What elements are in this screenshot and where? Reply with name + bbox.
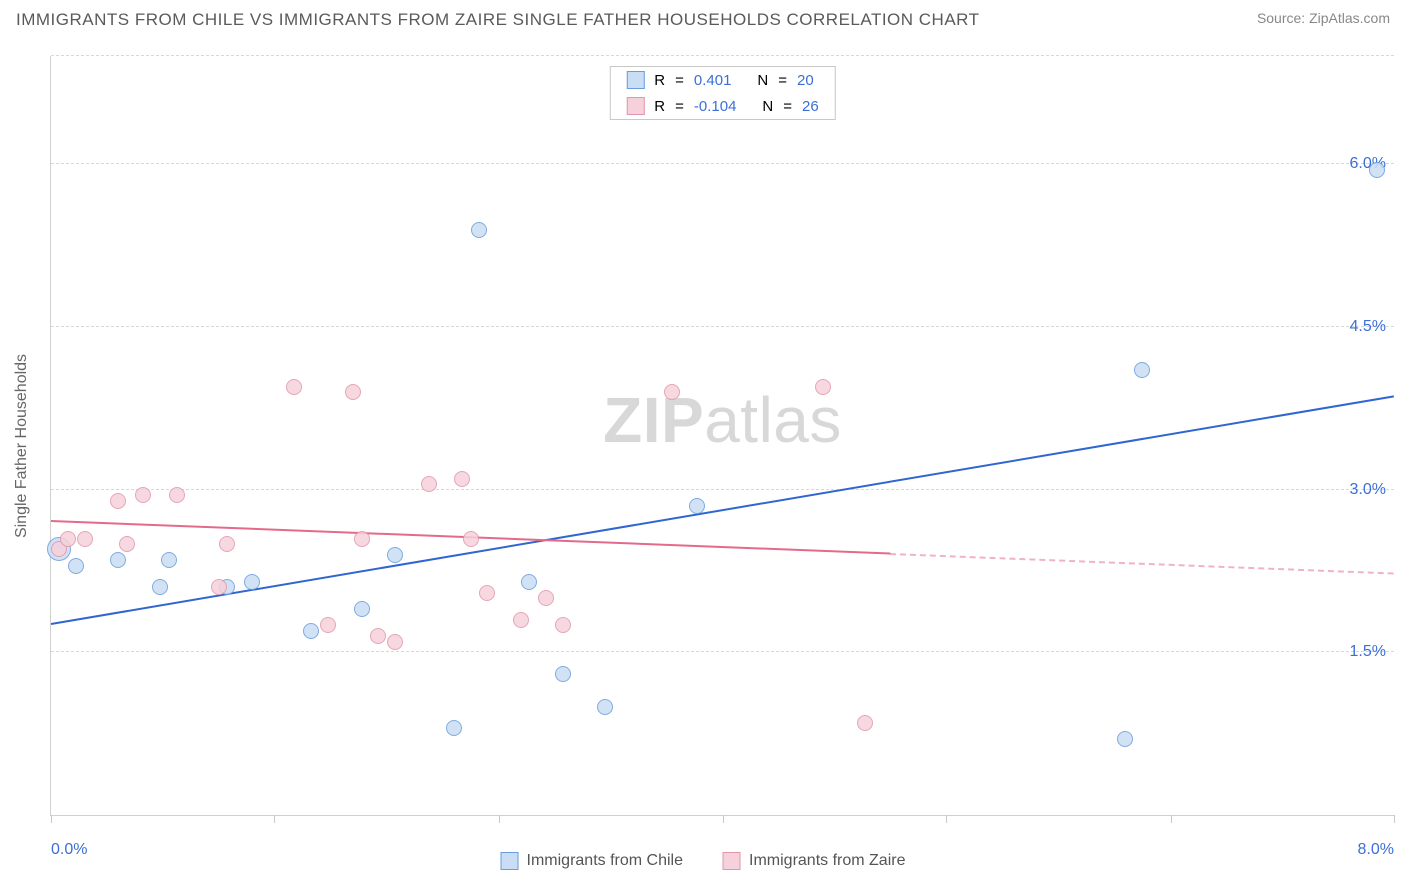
scatter-point [555, 666, 571, 682]
scatter-point [77, 531, 93, 547]
scatter-point [354, 531, 370, 547]
n-value-chile: 20 [797, 72, 814, 89]
scatter-point [135, 487, 151, 503]
scatter-point [219, 536, 235, 552]
scatter-point [211, 579, 227, 595]
scatter-point [161, 552, 177, 568]
gridline-h [51, 326, 1394, 327]
y-axis-label: Single Father Households [13, 354, 31, 538]
y-tick-label: 3.0% [1340, 481, 1386, 499]
scatter-point [513, 612, 529, 628]
x-tick [499, 815, 500, 823]
scatter-point [1369, 162, 1385, 178]
scatter-point [387, 547, 403, 563]
scatter-point [354, 601, 370, 617]
legend-row-chile: R = 0.401 N = 20 [610, 67, 834, 93]
scatter-point [471, 222, 487, 238]
x-axis-min-label: 0.0% [51, 841, 87, 859]
gridline-h [51, 55, 1394, 56]
scatter-point [463, 531, 479, 547]
chart-title: IMMIGRANTS FROM CHILE VS IMMIGRANTS FROM… [16, 10, 980, 30]
scatter-point [1117, 731, 1133, 747]
scatter-point [597, 699, 613, 715]
scatter-point [110, 552, 126, 568]
scatter-point [555, 617, 571, 633]
x-tick [723, 815, 724, 823]
watermark-text: ZIPatlas [603, 383, 842, 457]
y-tick-label: 4.5% [1340, 318, 1386, 336]
trend-line [890, 553, 1394, 575]
legend-row-zaire: R = -0.104 N = 26 [610, 93, 834, 119]
swatch-zaire [626, 97, 644, 115]
scatter-point [244, 574, 260, 590]
scatter-point [345, 384, 361, 400]
x-tick [51, 815, 52, 823]
scatter-point [152, 579, 168, 595]
gridline-h [51, 651, 1394, 652]
scatter-point [370, 628, 386, 644]
scatter-point [169, 487, 185, 503]
legend-label-zaire: Immigrants from Zaire [749, 852, 905, 870]
x-axis-max-label: 8.0% [1358, 841, 1394, 859]
scatter-point [479, 585, 495, 601]
r-value-zaire: -0.104 [694, 98, 737, 115]
scatter-point [320, 617, 336, 633]
chart-plot-area: ZIPatlas R = 0.401 N = 20 R = -0.104 N =… [50, 56, 1394, 816]
x-tick [1171, 815, 1172, 823]
legend-item-zaire: Immigrants from Zaire [723, 852, 905, 870]
scatter-point [664, 384, 680, 400]
scatter-point [421, 476, 437, 492]
swatch-chile-bottom [501, 852, 519, 870]
r-value-chile: 0.401 [694, 72, 732, 89]
scatter-point [60, 531, 76, 547]
x-tick [1394, 815, 1395, 823]
swatch-chile [626, 71, 644, 89]
scatter-point [521, 574, 537, 590]
scatter-point [815, 379, 831, 395]
x-tick [946, 815, 947, 823]
scatter-point [286, 379, 302, 395]
scatter-point [68, 558, 84, 574]
legend-label-chile: Immigrants from Chile [527, 852, 683, 870]
y-tick-label: 1.5% [1340, 643, 1386, 661]
scatter-point [689, 498, 705, 514]
x-tick [274, 815, 275, 823]
series-legend: Immigrants from Chile Immigrants from Za… [501, 852, 906, 870]
legend-item-chile: Immigrants from Chile [501, 852, 683, 870]
scatter-point [446, 720, 462, 736]
n-value-zaire: 26 [802, 98, 819, 115]
scatter-point [857, 715, 873, 731]
scatter-point [538, 590, 554, 606]
scatter-point [119, 536, 135, 552]
correlation-legend: R = 0.401 N = 20 R = -0.104 N = 26 [609, 66, 835, 120]
swatch-zaire-bottom [723, 852, 741, 870]
trend-line [51, 396, 1394, 626]
gridline-h [51, 489, 1394, 490]
scatter-point [1134, 362, 1150, 378]
scatter-point [303, 623, 319, 639]
scatter-point [387, 634, 403, 650]
chart-header: IMMIGRANTS FROM CHILE VS IMMIGRANTS FROM… [0, 0, 1406, 34]
scatter-point [110, 493, 126, 509]
gridline-h [51, 163, 1394, 164]
chart-source: Source: ZipAtlas.com [1257, 10, 1390, 26]
scatter-point [454, 471, 470, 487]
